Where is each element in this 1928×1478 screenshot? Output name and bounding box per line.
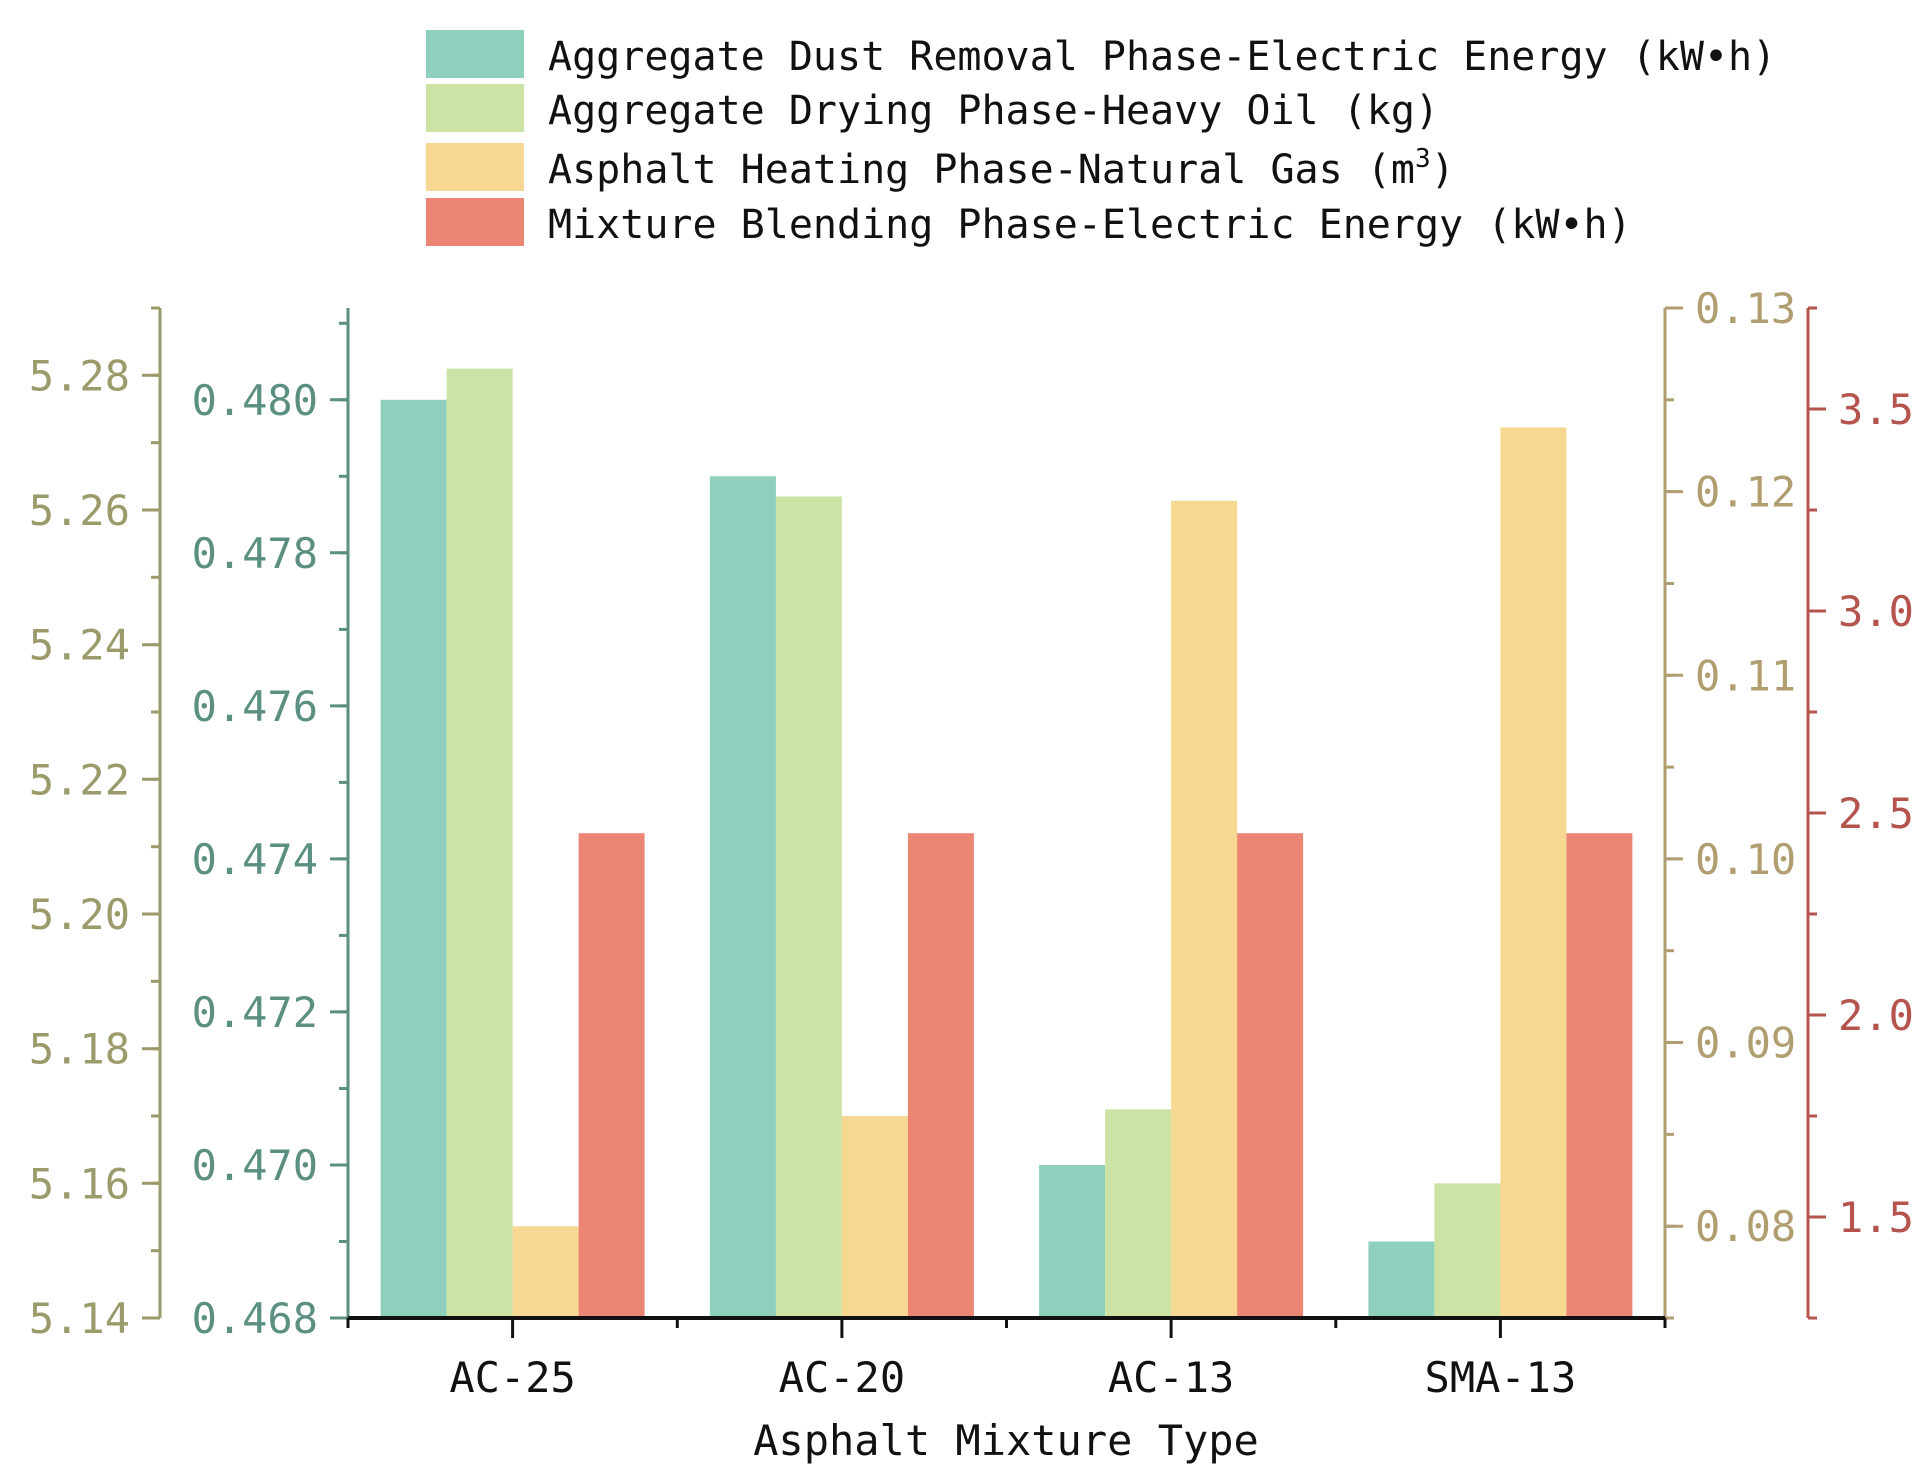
legend-swatch-1 (426, 30, 524, 78)
bar-s4-sma-13 (1566, 833, 1633, 1318)
bar-s1-ac-20 (709, 476, 776, 1318)
right-outer-tick-label: 3.5 (1838, 385, 1914, 434)
right-inner-tick-label: 0.11 (1695, 651, 1796, 700)
bar-s2-sma-13 (1434, 1183, 1501, 1318)
x-axis-title: Asphalt Mixture Type (753, 1416, 1259, 1465)
x-tick-label: AC-25 (449, 1353, 575, 1402)
bar-s3-ac-13 (1171, 500, 1238, 1318)
bar-s2-ac-13 (1105, 1109, 1172, 1318)
right-inner-tick-label: 0.12 (1695, 468, 1796, 517)
bar-s2-ac-20 (775, 496, 842, 1318)
legend-swatch-4 (426, 198, 524, 246)
legend-label-3: Asphalt Heating Phase-Natural Gas (m3) (548, 144, 1455, 193)
left-inner-tick-label: 0.480 (192, 376, 318, 425)
bar-s1-ac-13 (1039, 1165, 1106, 1318)
x-tick-label: SMA-13 (1425, 1353, 1577, 1402)
bar-s3-ac-25 (512, 1226, 579, 1318)
right-outer-tick-label: 2.0 (1838, 991, 1914, 1040)
left-inner-tick-label: 0.472 (192, 988, 318, 1037)
legend-swatch-2 (426, 84, 524, 132)
bar-s4-ac-20 (907, 833, 974, 1318)
left-outer-tick-label: 5.28 (29, 351, 130, 400)
left-outer-tick-label: 5.26 (29, 486, 130, 535)
x-tick-label: AC-13 (1108, 1353, 1234, 1402)
left-inner-tick-label: 0.468 (192, 1294, 318, 1343)
right-outer-tick-label: 2.5 (1838, 789, 1914, 838)
left-outer-tick-label: 5.24 (29, 621, 130, 670)
left-outer-tick-label: 5.20 (29, 890, 130, 939)
bar-s4-ac-25 (578, 833, 645, 1318)
left-inner-tick-label: 0.470 (192, 1141, 318, 1190)
bar-s1-sma-13 (1368, 1241, 1435, 1318)
left-outer-tick-label: 5.14 (29, 1294, 130, 1343)
left-outer-tick-label: 5.22 (29, 755, 130, 804)
right-inner-tick-label: 0.09 (1695, 1019, 1796, 1068)
right-outer-tick-label: 3.0 (1838, 587, 1914, 636)
right-inner-tick-label: 0.10 (1695, 835, 1796, 884)
bar-s4-ac-13 (1237, 833, 1304, 1318)
right-inner-tick-label: 0.13 (1695, 284, 1796, 333)
left-outer-tick-label: 5.18 (29, 1025, 130, 1074)
left-inner-tick-label: 0.478 (192, 529, 318, 578)
bar-s1-ac-25 (380, 399, 447, 1318)
bar-s3-ac-20 (841, 1116, 908, 1318)
legend-label-2: Aggregate Drying Phase-Heavy Oil (kg) (548, 88, 1439, 134)
left-outer-tick-label: 5.16 (29, 1159, 130, 1208)
left-inner-tick-label: 0.476 (192, 682, 318, 731)
left-inner-tick-label: 0.474 (192, 835, 318, 884)
right-inner-tick-label: 0.08 (1695, 1202, 1796, 1251)
bars (380, 368, 1633, 1319)
legend-label-1: Aggregate Dust Removal Phase-Electric En… (548, 34, 1776, 80)
bar-s3-sma-13 (1500, 427, 1567, 1318)
right-outer-tick-label: 1.5 (1838, 1193, 1914, 1242)
bar-s2-ac-25 (446, 368, 513, 1319)
axes: 5.14 5.16 5.18 5.20 5.22 5.24 5.26 5.28 0.468 0.4… (29, 284, 1914, 1402)
legend-swatch-3 (426, 143, 524, 191)
x-tick-label: AC-20 (779, 1353, 905, 1402)
legend-label-4: Mixture Blending Phase-Electric Energy (… (548, 202, 1632, 248)
legend: Aggregate Dust Removal Phase-Electric En… (426, 30, 1776, 248)
